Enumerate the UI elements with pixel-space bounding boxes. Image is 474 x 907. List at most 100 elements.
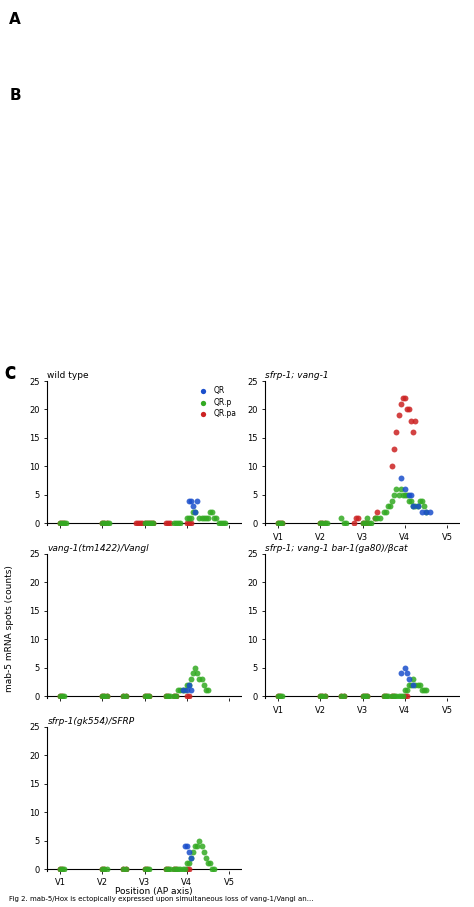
Point xyxy=(276,516,284,531)
Point xyxy=(162,862,170,876)
Point xyxy=(183,683,191,697)
Point xyxy=(361,689,368,704)
Point xyxy=(388,689,396,704)
Point xyxy=(276,689,284,704)
Point xyxy=(395,689,402,704)
Point xyxy=(363,511,371,525)
Point xyxy=(193,839,201,853)
Point xyxy=(388,459,396,473)
Point xyxy=(164,689,172,704)
Point xyxy=(147,516,155,531)
Point xyxy=(418,504,426,519)
Point xyxy=(399,689,407,704)
Point xyxy=(170,689,178,704)
Point xyxy=(392,689,400,704)
Point xyxy=(367,516,375,531)
Point xyxy=(100,689,108,704)
Point xyxy=(401,660,409,675)
Point xyxy=(319,689,326,704)
Point xyxy=(410,499,417,513)
Point xyxy=(122,862,129,876)
Point xyxy=(137,516,144,531)
Point xyxy=(61,516,68,531)
Point xyxy=(420,499,428,513)
Point xyxy=(119,862,127,876)
Point xyxy=(185,516,193,531)
Point xyxy=(340,689,347,704)
Point xyxy=(361,516,368,531)
Point xyxy=(410,672,417,687)
Point xyxy=(164,862,172,876)
Point xyxy=(414,499,421,513)
Point xyxy=(395,488,402,502)
Point xyxy=(170,516,178,531)
Point xyxy=(196,672,203,687)
Point xyxy=(103,862,110,876)
Point xyxy=(185,856,193,871)
Point xyxy=(145,689,153,704)
Point xyxy=(61,862,68,876)
Point xyxy=(422,683,430,697)
Point xyxy=(380,689,388,704)
Point xyxy=(365,516,373,531)
Point xyxy=(145,689,153,704)
Point xyxy=(397,689,404,704)
Point xyxy=(376,511,383,525)
Point xyxy=(388,689,396,704)
Point xyxy=(143,516,150,531)
Point xyxy=(181,862,189,876)
Point xyxy=(384,499,392,513)
Point xyxy=(321,689,328,704)
Point xyxy=(191,839,199,853)
Point xyxy=(58,516,66,531)
Point xyxy=(361,516,368,531)
Point xyxy=(274,689,282,704)
Point xyxy=(162,689,170,704)
Point xyxy=(397,666,404,680)
Point xyxy=(100,516,108,531)
Point xyxy=(145,862,153,876)
Point xyxy=(58,516,66,531)
Point xyxy=(401,689,409,704)
Point xyxy=(166,516,173,531)
Point xyxy=(185,511,193,525)
Point xyxy=(420,683,428,697)
Point xyxy=(183,839,191,853)
Point xyxy=(170,862,178,876)
Point xyxy=(391,689,398,704)
Point xyxy=(408,493,415,508)
Point xyxy=(361,689,368,704)
Point xyxy=(166,689,173,704)
Point xyxy=(166,862,173,876)
Point xyxy=(187,851,195,865)
Point xyxy=(119,862,127,876)
Point xyxy=(119,689,127,704)
Point xyxy=(185,678,193,692)
Point xyxy=(56,862,64,876)
Point xyxy=(204,511,212,525)
Point xyxy=(210,862,218,876)
Point xyxy=(162,689,170,704)
Point xyxy=(209,862,216,876)
Point xyxy=(200,678,208,692)
Point xyxy=(196,511,203,525)
Point xyxy=(403,402,411,416)
Point xyxy=(410,499,417,513)
Point xyxy=(190,499,197,513)
Point xyxy=(317,689,324,704)
Point xyxy=(141,689,148,704)
Point xyxy=(100,862,108,876)
Point xyxy=(382,504,390,519)
Point xyxy=(132,516,140,531)
Point xyxy=(372,511,379,525)
Point xyxy=(185,493,193,508)
Point xyxy=(392,482,400,496)
Point xyxy=(198,839,205,853)
Point xyxy=(204,683,212,697)
Legend: QR, QR.p, QR.pa: QR, QR.p, QR.pa xyxy=(194,385,238,419)
Point xyxy=(187,493,195,508)
Point xyxy=(139,516,146,531)
Point xyxy=(408,414,415,428)
Point xyxy=(411,414,419,428)
Point xyxy=(414,678,421,692)
